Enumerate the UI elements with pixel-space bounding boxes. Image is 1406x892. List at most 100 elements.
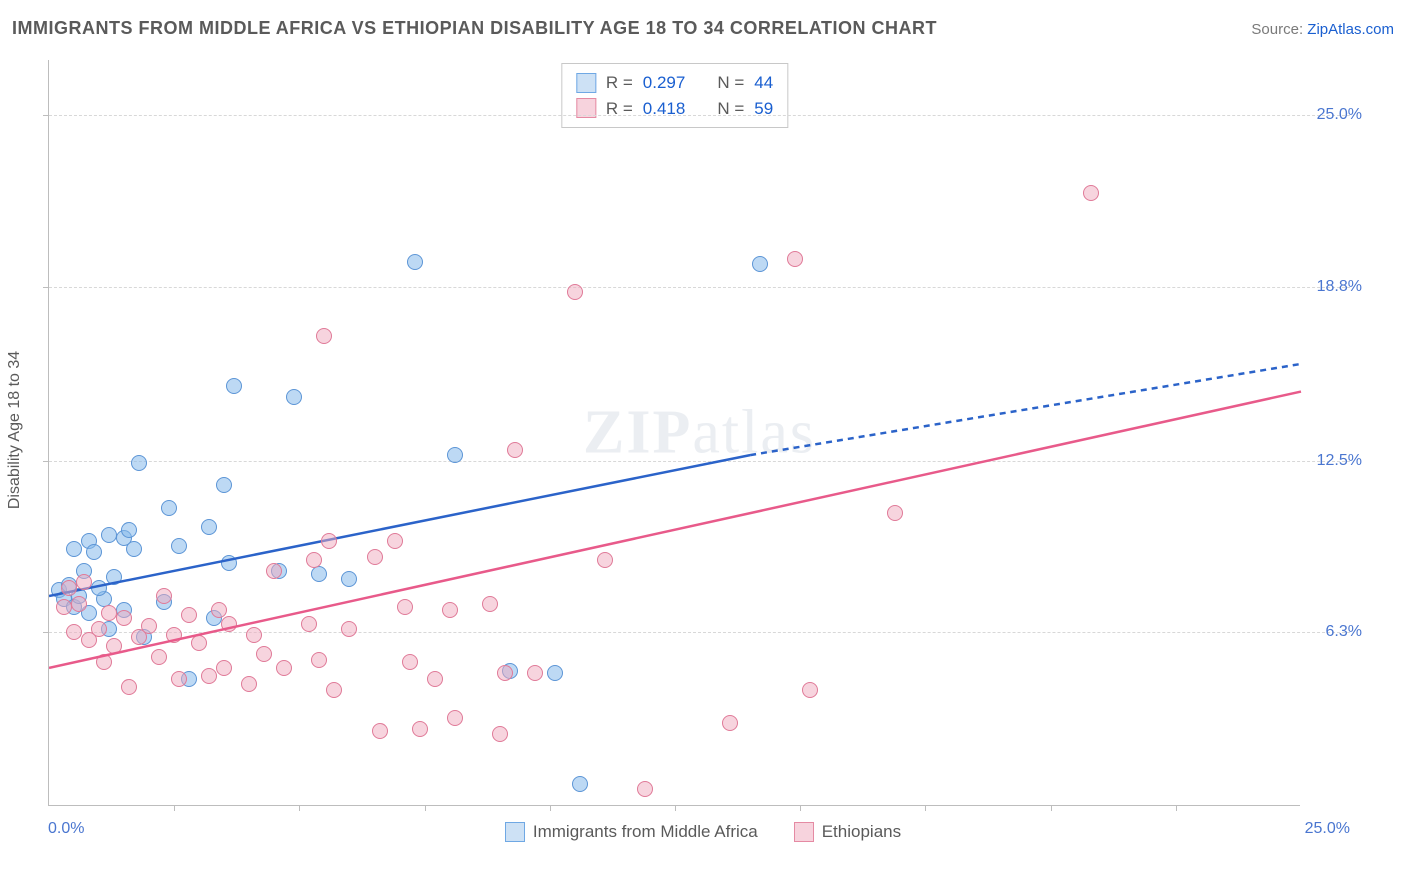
data-point — [221, 616, 237, 632]
data-point — [166, 627, 182, 643]
data-point — [101, 605, 117, 621]
data-point — [447, 447, 463, 463]
data-point — [311, 566, 327, 582]
trend-line — [49, 60, 1361, 806]
data-point — [156, 588, 172, 604]
data-point — [56, 599, 72, 615]
legend-label: Immigrants from Middle Africa — [533, 822, 758, 842]
data-point — [752, 256, 768, 272]
data-point — [321, 533, 337, 549]
y-axis-title: Disability Age 18 to 34 — [6, 351, 24, 509]
legend-item: Ethiopians — [794, 822, 901, 842]
watermark: ZIPatlas — [583, 397, 816, 468]
data-point — [326, 682, 342, 698]
data-point — [341, 621, 357, 637]
r-value: 0.418 — [643, 96, 686, 122]
data-point — [241, 676, 257, 692]
r-value: 0.297 — [643, 70, 686, 96]
data-point — [311, 652, 327, 668]
data-point — [91, 621, 107, 637]
legend-swatch — [794, 822, 814, 842]
data-point — [226, 378, 242, 394]
data-point — [637, 781, 653, 797]
data-point — [597, 552, 613, 568]
trend-line — [49, 60, 1361, 806]
data-point — [442, 602, 458, 618]
data-point — [86, 544, 102, 560]
data-point — [507, 442, 523, 458]
data-point — [246, 627, 262, 643]
data-point — [91, 580, 107, 596]
series-swatch — [576, 73, 596, 93]
data-point — [407, 254, 423, 270]
data-point — [722, 715, 738, 731]
correlation-stats-box: R =0.297N =44R =0.418N =59 — [561, 63, 788, 128]
n-value: 44 — [754, 70, 773, 96]
data-point — [71, 596, 87, 612]
legend-swatch — [505, 822, 525, 842]
data-point — [887, 505, 903, 521]
data-point — [316, 328, 332, 344]
data-point — [402, 654, 418, 670]
stats-row: R =0.418N =59 — [576, 96, 773, 122]
data-point — [567, 284, 583, 300]
data-point — [216, 477, 232, 493]
data-point — [191, 635, 207, 651]
data-point — [367, 549, 383, 565]
gridline — [49, 115, 1350, 116]
data-point — [141, 618, 157, 634]
data-point — [131, 455, 147, 471]
source-attribution: Source: ZipAtlas.com — [1251, 21, 1394, 38]
data-point — [306, 552, 322, 568]
data-point — [397, 599, 413, 615]
legend: Immigrants from Middle Africa Ethiopians — [0, 822, 1406, 842]
n-value: 59 — [754, 96, 773, 122]
data-point — [301, 616, 317, 632]
y-tick-label: 6.3% — [1326, 623, 1362, 641]
data-point — [121, 679, 137, 695]
data-point — [171, 538, 187, 554]
data-point — [256, 646, 272, 662]
data-point — [387, 533, 403, 549]
data-point — [276, 660, 292, 676]
gridline — [49, 461, 1350, 462]
data-point — [66, 541, 82, 557]
y-tick-label: 25.0% — [1317, 106, 1362, 124]
data-point — [116, 610, 132, 626]
data-point — [106, 638, 122, 654]
data-point — [161, 500, 177, 516]
stats-row: R =0.297N =44 — [576, 70, 773, 96]
data-point — [802, 682, 818, 698]
data-point — [106, 569, 122, 585]
scatter-plot-area: ZIPatlas R =0.297N =44R =0.418N =59 6.3%… — [48, 60, 1300, 806]
data-point — [216, 660, 232, 676]
data-point — [482, 596, 498, 612]
data-point — [201, 668, 217, 684]
data-point — [447, 710, 463, 726]
data-point — [96, 654, 112, 670]
data-point — [1083, 185, 1099, 201]
data-point — [572, 776, 588, 792]
data-point — [181, 607, 197, 623]
data-point — [76, 574, 92, 590]
data-point — [61, 580, 77, 596]
data-point — [412, 721, 428, 737]
gridline — [49, 632, 1350, 633]
y-tick-label: 12.5% — [1317, 452, 1362, 470]
source-label: Source: — [1251, 21, 1303, 38]
data-point — [492, 726, 508, 742]
data-point — [221, 555, 237, 571]
data-point — [121, 522, 137, 538]
gridline — [49, 287, 1350, 288]
source-link[interactable]: ZipAtlas.com — [1307, 21, 1394, 38]
data-point — [497, 665, 513, 681]
data-point — [201, 519, 217, 535]
data-point — [151, 649, 167, 665]
data-point — [341, 571, 357, 587]
data-point — [372, 723, 388, 739]
data-point — [266, 563, 282, 579]
legend-label: Ethiopians — [822, 822, 901, 842]
data-point — [66, 624, 82, 640]
y-tick-label: 18.8% — [1317, 278, 1362, 296]
data-point — [427, 671, 443, 687]
